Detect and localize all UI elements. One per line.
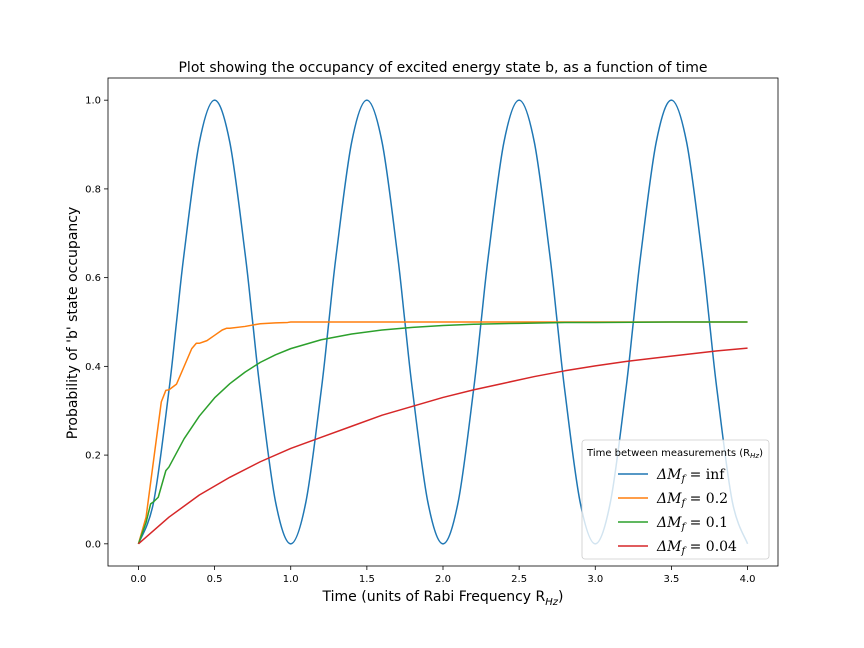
- x-tick-label: 0.5: [207, 574, 223, 585]
- legend-label-1: ΔMf = 0.2: [656, 491, 728, 509]
- legend-label-0: ΔMf = inf: [656, 467, 726, 485]
- x-tick-label: 3.0: [587, 574, 603, 585]
- y-tick-label: 0.8: [85, 184, 101, 195]
- legend-label-sub: f: [680, 522, 687, 533]
- legend-label-3: ΔMf = 0.04: [656, 539, 737, 557]
- x-axis: 0.0 0.5 1.0 1.5 2.0 2.5 3.0 3.5 4.0: [131, 566, 756, 585]
- series-line-0: [137, 99, 749, 545]
- legend-label-name: ΔM: [656, 539, 682, 555]
- legend-title-main: Time between measurements (R: [586, 448, 750, 459]
- legend-label-name: ΔM: [656, 491, 682, 507]
- legend-label-name: ΔM: [656, 515, 682, 531]
- x-tick-label: 3.5: [663, 574, 679, 585]
- series-line-3: [137, 347, 748, 545]
- y-tick-label: 0.6: [85, 273, 101, 284]
- x-tick-label: 4.0: [740, 574, 756, 585]
- x-axis-label-sub: Hz: [545, 597, 559, 608]
- legend-label-sub: f: [680, 474, 687, 485]
- legend-label-rest: = 0.1: [685, 515, 728, 531]
- chart-title: Plot showing the occupancy of excited en…: [178, 60, 707, 76]
- plot-lines: [137, 99, 749, 545]
- legend-title-sub: Hz: [750, 452, 759, 460]
- legend-label-rest: = inf: [685, 467, 726, 483]
- series-line-1: [137, 321, 748, 545]
- legend-title-end: ): [759, 448, 763, 459]
- y-tick-label: 0.0: [85, 539, 101, 550]
- x-tick-label: 1.0: [283, 574, 299, 585]
- legend-label-rest: = 0.04: [685, 539, 737, 555]
- y-axis: 0.0 0.2 0.4 0.6 0.8 1.0: [85, 96, 108, 550]
- legend-label-2: ΔMf = 0.1: [656, 515, 728, 533]
- legend-label-name: ΔM: [656, 467, 682, 483]
- legend: Time between measurements (RHz) ΔMf = in…: [581, 439, 770, 560]
- x-tick-label: 0.0: [131, 574, 147, 585]
- legend-box: [581, 439, 770, 560]
- series-line-2: [137, 321, 748, 545]
- x-axis-label-end: ): [558, 589, 563, 605]
- y-tick-label: 0.2: [85, 451, 101, 462]
- x-tick-label: 1.5: [359, 574, 375, 585]
- y-tick-label: 1.0: [85, 96, 101, 107]
- legend-label-sub: f: [680, 498, 687, 509]
- legend-title: Time between measurements (RHz): [586, 448, 763, 460]
- x-axis-label-main: Time (units of Rabi Frequency R: [322, 589, 546, 605]
- legend-label-rest: = 0.2: [685, 491, 728, 507]
- x-tick-label: 2.5: [511, 574, 527, 585]
- y-tick-label: 0.4: [85, 362, 101, 373]
- x-tick-label: 2.0: [435, 574, 451, 585]
- x-axis-label: Time (units of Rabi Frequency RHz): [322, 589, 564, 608]
- y-axis-label: Probability of 'b' state occupancy: [65, 207, 81, 440]
- legend-label-sub: f: [680, 546, 687, 557]
